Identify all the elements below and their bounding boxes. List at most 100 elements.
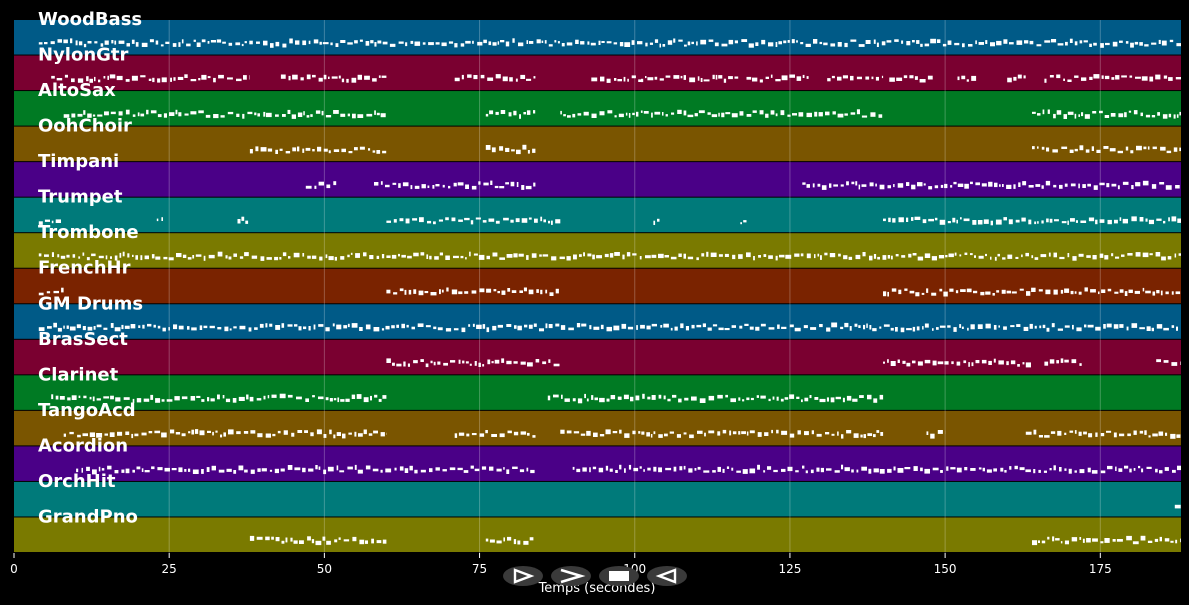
- note-segment: [156, 217, 163, 222]
- track-label: WoodBass: [38, 9, 142, 30]
- track-band: [14, 20, 1181, 55]
- note-segment: [541, 38, 1181, 48]
- note-segment: [1174, 504, 1181, 509]
- note-segment: [560, 109, 883, 118]
- x-tick-label: 25: [162, 562, 177, 576]
- track-band: [14, 233, 1181, 268]
- note-segment: [746, 74, 809, 83]
- track-label: OrchHit: [38, 471, 116, 492]
- track-band: [14, 197, 1181, 233]
- track-label: NylonGtr: [38, 45, 129, 66]
- note-segment: [926, 430, 946, 439]
- track-label: GM Drums: [38, 293, 143, 314]
- note-segment: [1032, 109, 1181, 119]
- stop-button[interactable]: [599, 566, 639, 586]
- play-icon: [513, 568, 535, 584]
- note-segment: [1025, 429, 1181, 439]
- track-band: [14, 481, 1181, 517]
- track-label: OohChoir: [38, 116, 132, 137]
- note-segment: [827, 75, 884, 82]
- track-band: [14, 375, 1181, 410]
- track-band: [14, 304, 1181, 339]
- track-label: FrenchHr: [38, 258, 131, 279]
- note-segment: [547, 393, 884, 404]
- track-band: [14, 91, 1181, 126]
- track-label: Timpani: [38, 151, 119, 172]
- note-segment: [131, 74, 250, 83]
- note-segment: [802, 180, 1180, 190]
- note-segment: [38, 251, 385, 261]
- labels-layer: WoodBass NylonGtr AltoSax OohChoir Timpani Tr…: [38, 9, 143, 527]
- x-tick-label: 0: [10, 562, 18, 576]
- track-label: AltoSax: [38, 80, 116, 101]
- track-band: [14, 268, 1181, 304]
- note-segment: [38, 38, 541, 48]
- transport-controls: [503, 566, 687, 586]
- note-segment: [38, 322, 1178, 333]
- note-segment: [386, 358, 560, 368]
- note-segment: [386, 216, 561, 225]
- note-segment: [454, 74, 536, 82]
- forward-icon: [560, 568, 586, 584]
- note-segment: [51, 393, 387, 403]
- x-axis-title: Temps (secondes): [538, 581, 656, 596]
- note-segment: [249, 535, 387, 546]
- x-tick-label: 125: [778, 562, 801, 576]
- note-segment: [38, 287, 64, 296]
- note-segment: [1032, 535, 1181, 546]
- note-segment: [237, 216, 249, 224]
- stop-icon: [609, 571, 629, 581]
- rewind-icon: [655, 568, 677, 584]
- track-band: [14, 55, 1181, 91]
- track-band: [14, 410, 1181, 446]
- note-segment: [38, 219, 61, 225]
- play-button[interactable]: [503, 566, 543, 586]
- track-label: Trumpet: [38, 187, 123, 208]
- note-segment: [957, 75, 977, 82]
- note-segment: [386, 287, 559, 296]
- grid-layer: [168, 20, 1101, 553]
- note-segment: [1044, 358, 1082, 366]
- note-segment: [653, 218, 660, 225]
- forward-button[interactable]: [551, 566, 591, 586]
- note-segment: [560, 429, 884, 439]
- note-segment: [485, 110, 536, 119]
- note-segment: [1007, 74, 1026, 83]
- note-segment: [883, 216, 1181, 226]
- note-segment: [883, 358, 1031, 368]
- tracks-layer: [14, 20, 1181, 552]
- x-tick-label: 175: [1089, 562, 1112, 576]
- note-segment: [386, 251, 1181, 261]
- note-segment: [63, 109, 386, 119]
- track-label: Trombone: [38, 222, 139, 243]
- note-segment: [76, 464, 535, 475]
- note-segment: [641, 74, 739, 83]
- note-segment: [485, 536, 534, 545]
- track-band: [14, 126, 1181, 162]
- track-band: [14, 162, 1181, 197]
- note-segment: [572, 464, 1181, 474]
- track-label: BrasSect: [38, 329, 128, 350]
- note-segment: [374, 180, 536, 190]
- note-segment: [280, 74, 387, 83]
- note-segment: [1032, 145, 1181, 154]
- note-segment: [305, 181, 337, 189]
- track-band: [14, 517, 1181, 552]
- note-segment: [889, 75, 933, 83]
- note-segment: [249, 146, 387, 154]
- note-segment: [454, 430, 536, 438]
- rewind-button[interactable]: [647, 566, 687, 586]
- note-segment: [485, 144, 536, 155]
- notes-layer: [38, 38, 1181, 546]
- track-label: Acordion: [38, 435, 128, 456]
- x-tick-label: 50: [317, 562, 332, 576]
- track-band: [14, 446, 1181, 481]
- x-tick-label: 75: [472, 562, 487, 576]
- note-segment: [63, 429, 387, 439]
- note-segment: [51, 74, 130, 83]
- x-axis: 0 25 50 75 100 125 150 175: [10, 553, 1112, 576]
- track-label: GrandPno: [38, 506, 138, 527]
- track-label: Clarinet: [38, 364, 119, 385]
